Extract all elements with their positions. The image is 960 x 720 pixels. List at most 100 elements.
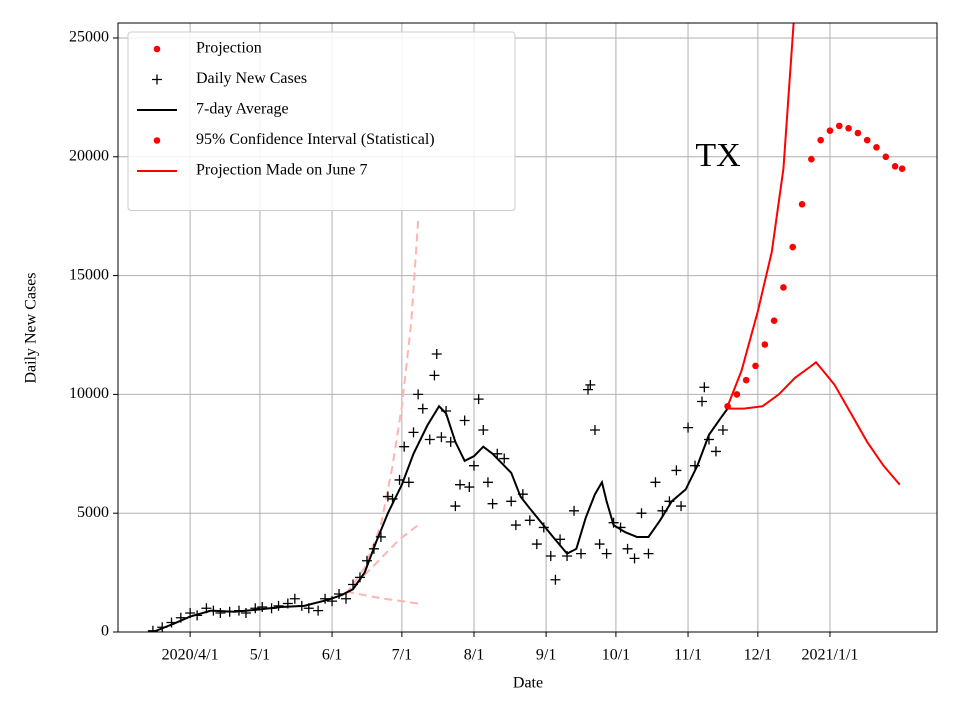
legend-label: Projection Made on June 7 <box>196 162 368 179</box>
case-point <box>524 515 535 526</box>
x-tick-label: 12/1 <box>744 647 772 664</box>
case-point <box>643 548 654 559</box>
case-point <box>506 496 517 507</box>
x-tick-label: 5/1 <box>250 647 270 664</box>
case-point <box>431 348 442 359</box>
projection-point <box>780 284 787 291</box>
case-point <box>499 453 510 464</box>
case-point <box>382 491 393 502</box>
case-point <box>478 425 489 436</box>
projection-point <box>845 124 852 132</box>
projection-point <box>770 317 778 325</box>
case-point <box>289 593 300 604</box>
case-point <box>699 382 710 393</box>
case-point <box>569 505 580 516</box>
projection-point <box>733 391 741 398</box>
case-point <box>576 548 587 559</box>
case-point <box>464 482 475 493</box>
projection-point <box>789 243 797 251</box>
projection-point <box>826 127 834 134</box>
y-tick-label: 0 <box>101 623 109 640</box>
case-point <box>585 379 596 390</box>
case-point <box>273 600 284 611</box>
case-point <box>650 477 661 488</box>
x-tick-label: 7/1 <box>392 647 412 664</box>
legend-marker <box>152 74 162 85</box>
case-point <box>250 603 261 614</box>
projection-point <box>817 136 824 144</box>
case-point <box>636 508 647 519</box>
projection-point <box>854 129 862 137</box>
projection-point <box>742 376 750 384</box>
y-tick-label: 10000 <box>69 385 109 402</box>
case-point <box>601 548 612 559</box>
legend-marker <box>153 137 161 144</box>
case-point <box>450 501 461 512</box>
case-point <box>341 593 352 604</box>
projection-point <box>808 155 815 163</box>
case-point <box>459 415 470 426</box>
case-point <box>408 427 419 438</box>
case-point <box>399 441 410 452</box>
case-point <box>468 460 479 471</box>
x-tick-label: 11/1 <box>674 647 702 664</box>
projection-point <box>898 165 906 172</box>
y-tick-label: 20000 <box>69 147 109 164</box>
legend-box <box>127 31 516 211</box>
case-point <box>710 446 721 457</box>
case-point <box>455 479 466 490</box>
y-tick-label: 5000 <box>77 504 109 521</box>
case-point <box>417 403 428 414</box>
case-point <box>429 370 440 381</box>
x-tick-label: 8/1 <box>464 647 484 664</box>
case-point <box>717 425 728 436</box>
case-point <box>589 425 600 436</box>
case-point <box>313 605 324 616</box>
legend-label: Daily New Cases <box>196 70 307 87</box>
case-point <box>531 539 542 550</box>
case-point <box>555 534 566 545</box>
projection-point <box>798 200 806 208</box>
axes-frame <box>117 22 938 633</box>
case-point <box>436 432 447 443</box>
case-point <box>582 384 593 395</box>
case-point <box>482 477 493 488</box>
legend-label: 7-day Average <box>196 101 289 118</box>
case-point <box>594 539 605 550</box>
projection-point <box>873 143 880 151</box>
case-point <box>671 465 682 476</box>
x-tick-label: 10/1 <box>602 647 630 664</box>
case-point <box>697 396 708 407</box>
series-line <box>152 404 729 632</box>
series-line <box>726 23 795 407</box>
projection-point <box>882 153 890 161</box>
case-point <box>413 389 424 400</box>
x-tick-label: 2020/4/1 <box>162 647 219 664</box>
x-axis-label: Date <box>513 675 543 692</box>
x-tick-label: 6/1 <box>322 647 342 664</box>
y-tick-label: 15000 <box>69 266 109 283</box>
projection-point <box>752 362 759 370</box>
case-point <box>424 434 435 445</box>
series-line <box>727 360 901 486</box>
y-axis-label: Daily New Cases <box>23 272 40 383</box>
case-point <box>215 607 226 618</box>
projection-point <box>835 122 843 130</box>
legend-label: Projection <box>196 40 262 57</box>
case-point <box>629 553 640 564</box>
projection-point <box>724 402 731 410</box>
x-tick-label: 9/1 <box>536 647 556 664</box>
projection-point <box>761 341 769 348</box>
series-line <box>345 220 420 595</box>
x-tick-label: 2021/1/1 <box>802 647 859 664</box>
case-point <box>683 422 694 433</box>
case-point <box>445 436 456 447</box>
legend: Projection Daily New Cases 7-day Average 95… <box>127 31 516 211</box>
case-point <box>240 607 251 618</box>
case-point <box>676 501 687 512</box>
case-point <box>545 550 556 561</box>
case-point <box>487 498 498 509</box>
annotation: TX <box>695 137 740 174</box>
plot-area <box>147 23 906 632</box>
